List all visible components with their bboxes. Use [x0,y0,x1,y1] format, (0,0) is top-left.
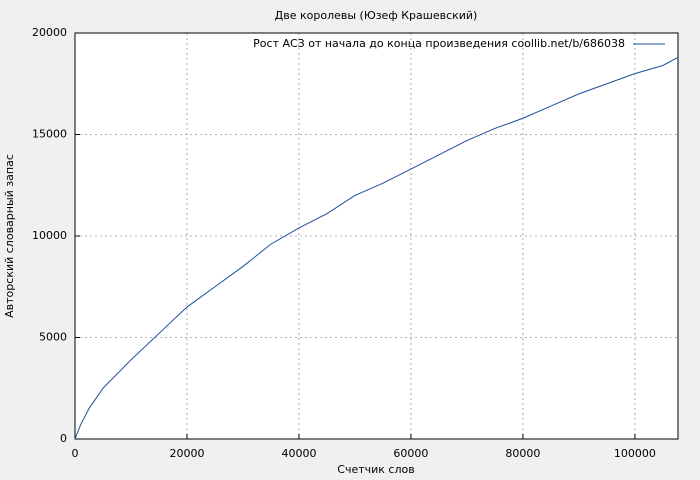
y-tick-label: 5000 [39,331,67,344]
x-axis-label: Счетчик слов [337,463,414,476]
chart-title: Две королевы (Юзеф Крашевский) [275,9,478,22]
y-tick-label: 15000 [32,128,67,141]
x-tick-label: 60000 [393,447,428,460]
y-tick-label: 20000 [32,26,67,39]
y-axis-label: Авторский словарный запас [3,154,16,318]
line [74,56,679,440]
x-tick-label: 20000 [169,447,204,460]
x-tick-label: 80000 [505,447,540,460]
x-tick-label: 0 [72,447,79,460]
x-tick-label: 100000 [614,447,656,460]
plot-frame [74,32,679,440]
legend-label: Рост АСЗ от начала до конца произведения… [253,37,625,50]
y-tick-label: 0 [60,432,67,445]
y-tick-label: 10000 [32,229,67,242]
x-tick-label: 40000 [281,447,316,460]
